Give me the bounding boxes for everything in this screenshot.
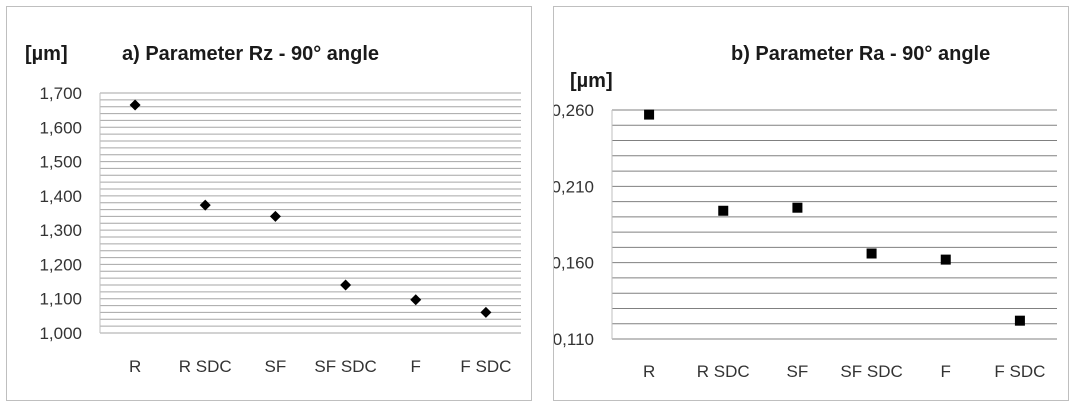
y-tick-label: 0,260 [554, 101, 594, 120]
y-axis-unit: [µm] [25, 43, 68, 65]
y-tick-labels: 0,110 0,160 0,210 0,260 [554, 101, 594, 349]
x-category-label: F SDC [994, 362, 1045, 381]
x-category-label: R [129, 357, 141, 376]
data-point [644, 109, 655, 120]
data-point [940, 254, 951, 265]
chart-title: b) Parameter Ra - 90° angle [731, 43, 990, 65]
x-category-label: SF SDC [314, 357, 376, 376]
y-tick-label: 0,160 [554, 254, 594, 273]
x-category-label: R [643, 362, 655, 381]
x-category-label: F SDC [460, 357, 511, 376]
y-axis-unit: [µm] [570, 70, 613, 92]
x-category-label: SF [265, 357, 287, 376]
y-tick-label: 1,200 [39, 255, 82, 274]
x-category-label: SF SDC [840, 362, 902, 381]
y-tick-label: 0,210 [554, 177, 594, 196]
data-point [480, 306, 492, 318]
gridlines [611, 109, 1057, 340]
x-category-labels: R R SDC SF SF SDC F F SDC [129, 357, 511, 376]
data-point [199, 199, 211, 211]
y-tick-label: 1,500 [39, 153, 82, 172]
chart-rz: [µm] a) Parameter Rz - 90° angle 1,0001,… [25, 43, 521, 376]
x-category-label: F [941, 362, 951, 381]
y-tick-labels: 1,000 1,100 1,200 1,300 1,400 1,500 1,600 1,700 [39, 84, 82, 343]
x-category-labels: R R SDC SF SF SDC F F SDC [643, 362, 1045, 381]
chart-panel-ra: b) Parameter Ra - 90° angle [µm] 0,110 0,… [553, 6, 1069, 401]
y-tick-label: 1,100 [39, 290, 82, 309]
data-point [866, 248, 877, 259]
data-point [269, 210, 281, 222]
x-category-label: R SDC [179, 357, 232, 376]
y-tick-label: 1,400 [39, 187, 82, 206]
y-tick-label: 1,000 [39, 324, 82, 343]
y-tick-label: 0,110 [554, 330, 594, 349]
x-category-label: R SDC [697, 362, 750, 381]
data-points [644, 109, 1025, 326]
data-point [129, 99, 141, 111]
y-tick-label: 1,700 [39, 84, 82, 103]
data-point [1014, 315, 1025, 326]
x-category-label: F [411, 357, 421, 376]
data-points [129, 99, 492, 318]
chart-ra: b) Parameter Ra - 90° angle [µm] 0,1100,… [554, 43, 1057, 381]
data-point [410, 294, 422, 306]
chart-title: a) Parameter Rz - 90° angle [122, 43, 379, 65]
data-point [792, 202, 803, 213]
chart-panel-rz: [µm] a) Parameter Rz - 90° angle 1,000 1,… [6, 6, 532, 401]
data-point [340, 279, 352, 291]
y-tick-label: 1,600 [39, 118, 82, 137]
x-category-label: SF [787, 362, 809, 381]
data-point [718, 205, 729, 216]
gridlines [99, 92, 521, 334]
y-tick-label: 1,300 [39, 221, 82, 240]
